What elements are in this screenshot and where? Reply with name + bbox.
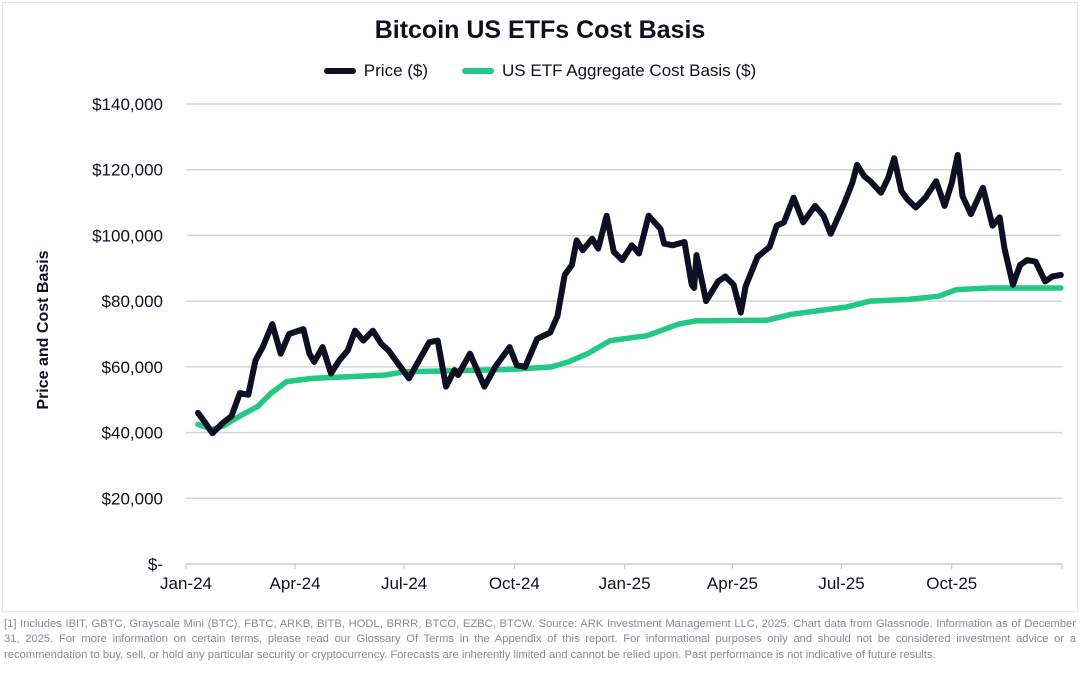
- price-line: [195, 151, 1064, 437]
- legend-swatch-price: [323, 68, 356, 74]
- y-tick-label: $100,000: [92, 226, 163, 245]
- x-tick-label: Oct-24: [489, 574, 540, 593]
- x-tick-label: Jul-24: [381, 574, 427, 593]
- legend-swatch-cost-basis: [462, 68, 495, 74]
- y-tick-label: $140,000: [92, 95, 163, 114]
- y-tick-label: $80,000: [102, 292, 163, 311]
- chart-title: Bitcoin US ETFs Cost Basis: [374, 16, 706, 44]
- legend: Price ($) US ETF Aggregate Cost Basis ($…: [0, 61, 1080, 81]
- x-tick-label: Jul-25: [818, 574, 864, 593]
- x-tick-label: Apr-24: [270, 574, 321, 593]
- y-tick-label: $120,000: [92, 161, 163, 180]
- chart-frame: [2, 2, 1078, 612]
- legend-item-cost-basis: US ETF Aggregate Cost Basis ($): [462, 61, 756, 81]
- x-tick-label: Jan-24: [160, 574, 212, 593]
- x-tick-label: Oct-25: [926, 574, 977, 593]
- x-tick-label: Jan-25: [599, 574, 651, 593]
- y-tick-label: $40,000: [102, 424, 163, 443]
- y-tick-label: $20,000: [102, 489, 163, 508]
- footnote: [1] Includes IBIT, GBTC, Grayscale Mini …: [4, 618, 1076, 661]
- cost-basis-line: [195, 285, 1064, 433]
- y-tick-label: $-: [148, 555, 163, 574]
- legend-item-price: Price ($): [323, 61, 429, 81]
- x-tick-label: Apr-25: [707, 574, 758, 593]
- legend-label-cost-basis: US ETF Aggregate Cost Basis ($): [502, 61, 757, 80]
- y-tick-label: $60,000: [102, 358, 163, 377]
- legend-label-price: Price ($): [363, 61, 429, 80]
